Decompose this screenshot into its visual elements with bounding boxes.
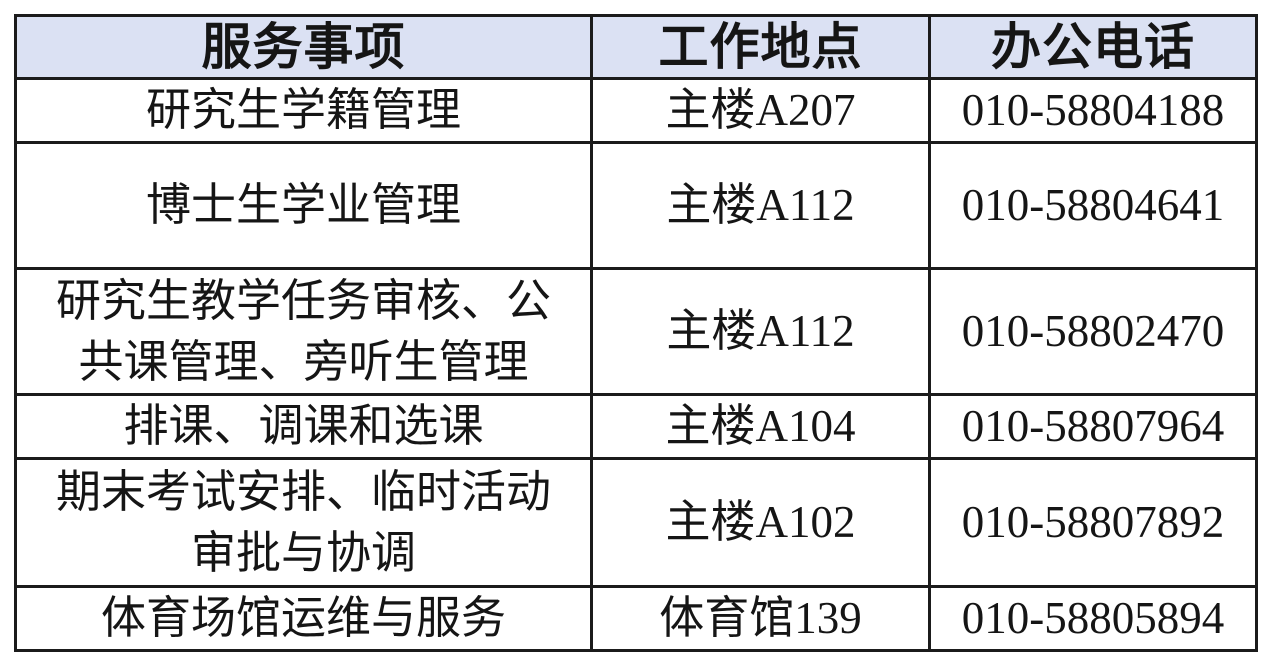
table-row: 研究生教学任务审核、公 共课管理、旁听生管理 主楼A112 010-588024… [14, 267, 1258, 396]
location-cell: 主楼A207 [590, 77, 931, 144]
header-work-location: 工作地点 [590, 14, 931, 80]
location-cell: 主楼A104 [590, 393, 931, 460]
service-cell: 体育场馆运维与服务 [14, 585, 593, 652]
table-row: 博士生学业管理 主楼A112 010-58804641 [14, 141, 1258, 270]
phone-cell: 010-58807964 [928, 393, 1258, 460]
table-row: 体育场馆运维与服务 体育馆139 010-58805894 [14, 585, 1258, 652]
service-cell: 博士生学业管理 [14, 141, 593, 270]
location-cell: 体育馆139 [590, 585, 931, 652]
header-office-phone: 办公电话 [928, 14, 1258, 80]
service-cell: 研究生教学任务审核、公 共课管理、旁听生管理 [14, 267, 593, 396]
phone-cell: 010-58804188 [928, 77, 1258, 144]
table-header-row: 服务事项 工作地点 办公电话 [14, 14, 1258, 80]
service-contact-table: 服务事项 工作地点 办公电话 研究生学籍管理 主楼A207 010-588041… [14, 14, 1258, 652]
table-row: 研究生学籍管理 主楼A207 010-58804188 [14, 77, 1258, 144]
header-service-items: 服务事项 [14, 14, 593, 80]
phone-cell: 010-58802470 [928, 267, 1258, 396]
location-cell: 主楼A102 [590, 457, 931, 588]
location-cell: 主楼A112 [590, 141, 931, 270]
phone-cell: 010-58807892 [928, 457, 1258, 588]
service-cell: 研究生学籍管理 [14, 77, 593, 144]
service-cell: 期末考试安排、临时活动 审批与协调 [14, 457, 593, 588]
table-row: 期末考试安排、临时活动 审批与协调 主楼A102 010-58807892 [14, 457, 1258, 588]
table-row: 排课、调课和选课 主楼A104 010-58807964 [14, 393, 1258, 460]
phone-cell: 010-58805894 [928, 585, 1258, 652]
phone-cell: 010-58804641 [928, 141, 1258, 270]
location-cell: 主楼A112 [590, 267, 931, 396]
service-cell: 排课、调课和选课 [14, 393, 593, 460]
